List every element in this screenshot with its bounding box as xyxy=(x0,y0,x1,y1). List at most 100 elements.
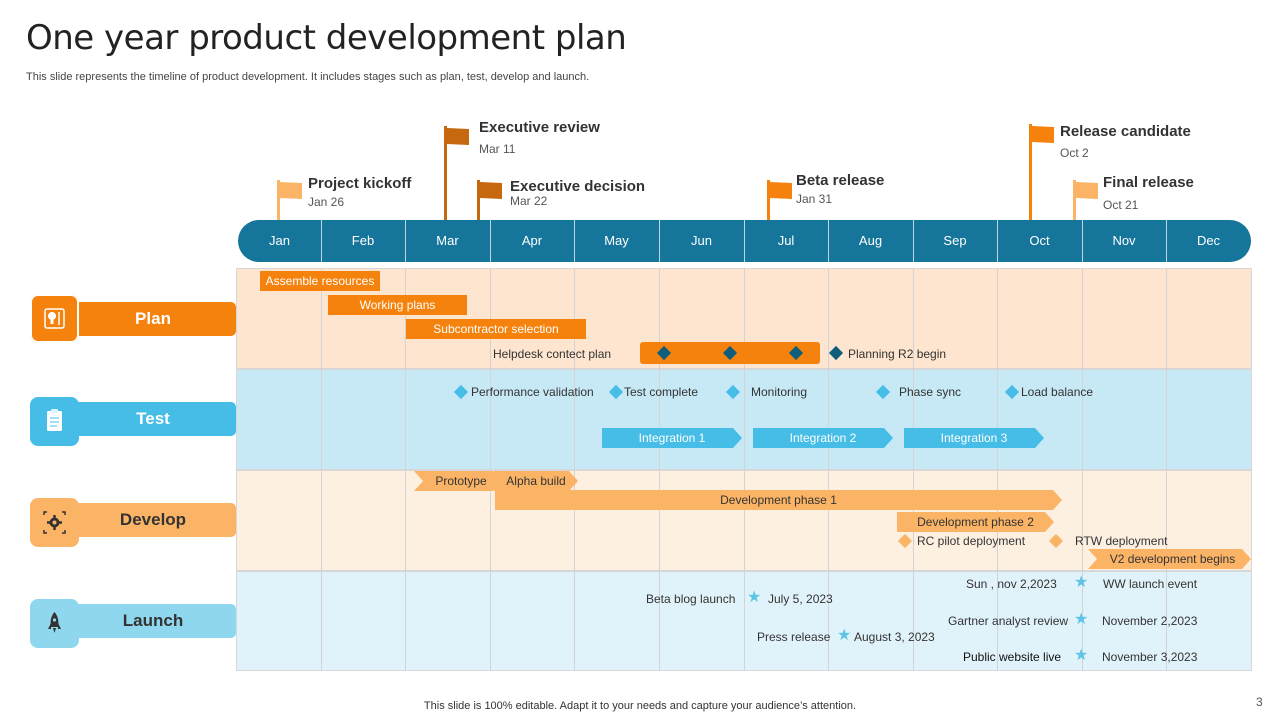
task-development-phase-1: Development phase 1 xyxy=(495,490,1062,510)
month-jan: Jan xyxy=(269,233,290,248)
milestone-date: Jan 26 xyxy=(308,195,345,209)
website-date-label: November 3,2023 xyxy=(1102,650,1198,664)
milestone-title: Executive review xyxy=(479,119,600,136)
milestone-title: Project kickoff xyxy=(308,175,412,192)
month-separator xyxy=(574,220,575,262)
task-development-phase-2: Development phase 2 xyxy=(897,512,1054,532)
star-icon: ★ xyxy=(747,589,762,606)
milestone-title: Release candidate xyxy=(1060,123,1191,140)
monitoring-label: Monitoring xyxy=(751,385,808,399)
task-integration-2: Integration 2 xyxy=(753,428,893,448)
month-dec: Dec xyxy=(1196,233,1221,248)
month-grid-line xyxy=(659,268,660,671)
kickoff-flag-icon xyxy=(280,182,302,199)
milestone-date: Jan 31 xyxy=(796,192,833,206)
milestone-date: Mar 11 xyxy=(479,142,516,156)
milestone-title: Final release xyxy=(1103,174,1194,191)
month-grid-line xyxy=(1082,268,1083,671)
gartner-label: Gartner analyst review xyxy=(948,614,1069,628)
task-integration-1: Integration 1 xyxy=(602,428,742,448)
lightbulb-icon xyxy=(30,294,79,343)
website-live-label: Public website live xyxy=(963,650,1062,664)
task-subcontractor-selection: Subcontractor selection xyxy=(406,319,586,339)
month-nov: Nov xyxy=(1112,233,1136,248)
milestone-date: Mar 22 xyxy=(510,194,548,208)
month-separator xyxy=(997,220,998,262)
press-release-label: Press release xyxy=(757,630,831,644)
exec-review-flag-icon xyxy=(447,128,469,145)
month-separator xyxy=(828,220,829,262)
task-v2-development: V2 development begins xyxy=(1088,549,1251,569)
rc-pilot-label: RC pilot deployment xyxy=(917,534,1026,548)
month-mar: Mar xyxy=(436,233,459,248)
launch-row-bar: Launch xyxy=(70,604,236,638)
month-separator xyxy=(321,220,322,262)
month-may: May xyxy=(604,233,629,248)
task-working-plans: Working plans xyxy=(328,295,467,315)
month-jun: Jun xyxy=(691,233,712,248)
gear-icon xyxy=(30,498,79,547)
month-grid-line xyxy=(828,268,829,671)
month-separator xyxy=(1082,220,1083,262)
test-row-bar: Test xyxy=(70,402,236,436)
milestone-title: Executive decision xyxy=(510,178,646,195)
milestone-date: Oct 21 xyxy=(1103,198,1139,212)
month-separator xyxy=(913,220,914,262)
month-grid-line xyxy=(913,268,914,671)
month-separator xyxy=(659,220,660,262)
star-icon: ★ xyxy=(1074,647,1089,664)
phase-sync-label: Phase sync xyxy=(899,385,962,399)
star-icon: ★ xyxy=(1074,611,1089,628)
gartner-date-label: November 2,2023 xyxy=(1102,614,1198,628)
month-grid-line xyxy=(321,268,322,671)
milestone-date: Oct 2 xyxy=(1060,146,1089,160)
beta-flag-icon xyxy=(770,182,792,199)
task-assemble-resources: Assemble resources xyxy=(260,271,380,291)
month-sep: Sep xyxy=(943,233,967,248)
performance-validation-label: Performance validation xyxy=(471,385,594,399)
month-grid-line xyxy=(490,268,491,671)
month-separator xyxy=(1166,220,1167,262)
task-integration-3: Integration 3 xyxy=(904,428,1044,448)
final-release-flag-icon xyxy=(1076,182,1098,199)
rocket-icon xyxy=(30,599,79,648)
press-date-label: August 3, 2023 xyxy=(854,630,935,644)
kickoff-flag-pole xyxy=(277,180,280,220)
plan-row-bar: Plan xyxy=(70,302,236,336)
month-grid-line xyxy=(574,268,575,671)
month-jul: Jul xyxy=(777,233,795,248)
month-grid-line xyxy=(405,268,406,671)
beta-flag-pole xyxy=(767,180,770,220)
helpdesk-label: Helpdesk contect plan xyxy=(493,347,612,361)
ww-date-label: Sun , nov 2,2023 xyxy=(966,577,1057,591)
beta-blog-label: Beta blog launch xyxy=(646,592,736,606)
star-icon: ★ xyxy=(1074,574,1089,591)
develop-row-bar: Develop xyxy=(70,503,236,537)
page-number: 3 xyxy=(1256,695,1263,709)
exec-review-flag-pole xyxy=(444,126,447,220)
planning-r2-label: Planning R2 begin xyxy=(848,347,947,361)
task-prototype: Prototype xyxy=(414,471,502,491)
month-apr: Apr xyxy=(521,233,543,248)
clipboard-icon xyxy=(30,397,79,446)
month-aug: Aug xyxy=(858,233,883,248)
milestone-title: Beta release xyxy=(796,172,885,189)
month-grid-line xyxy=(744,268,745,671)
month-separator xyxy=(490,220,491,262)
rtw-label: RTW deployment xyxy=(1075,534,1168,548)
exec-decision-flag-pole xyxy=(477,180,480,220)
final-release-flag-pole xyxy=(1073,180,1076,220)
load-balance-label: Load balance xyxy=(1021,385,1094,399)
star-icon: ★ xyxy=(837,627,852,644)
ww-launch-label: WW launch event xyxy=(1103,577,1198,591)
page-title: One year product development plan xyxy=(26,18,627,58)
release-candidate-flag-icon xyxy=(1032,126,1054,143)
month-timeline: Jan Feb Mar Apr May Jun Jul Aug Sep Oct Nov Dec xyxy=(238,220,1251,262)
month-feb: Feb xyxy=(351,233,375,248)
footer-note: This slide is 100% editable. Adapt it to… xyxy=(423,700,857,712)
test-complete-label: Test complete xyxy=(624,385,699,399)
month-separator xyxy=(744,220,745,262)
release-candidate-flag-pole xyxy=(1029,124,1032,220)
exec-decision-flag-icon xyxy=(480,182,502,199)
page-subtitle: This slide represents the timeline of pr… xyxy=(26,71,590,83)
